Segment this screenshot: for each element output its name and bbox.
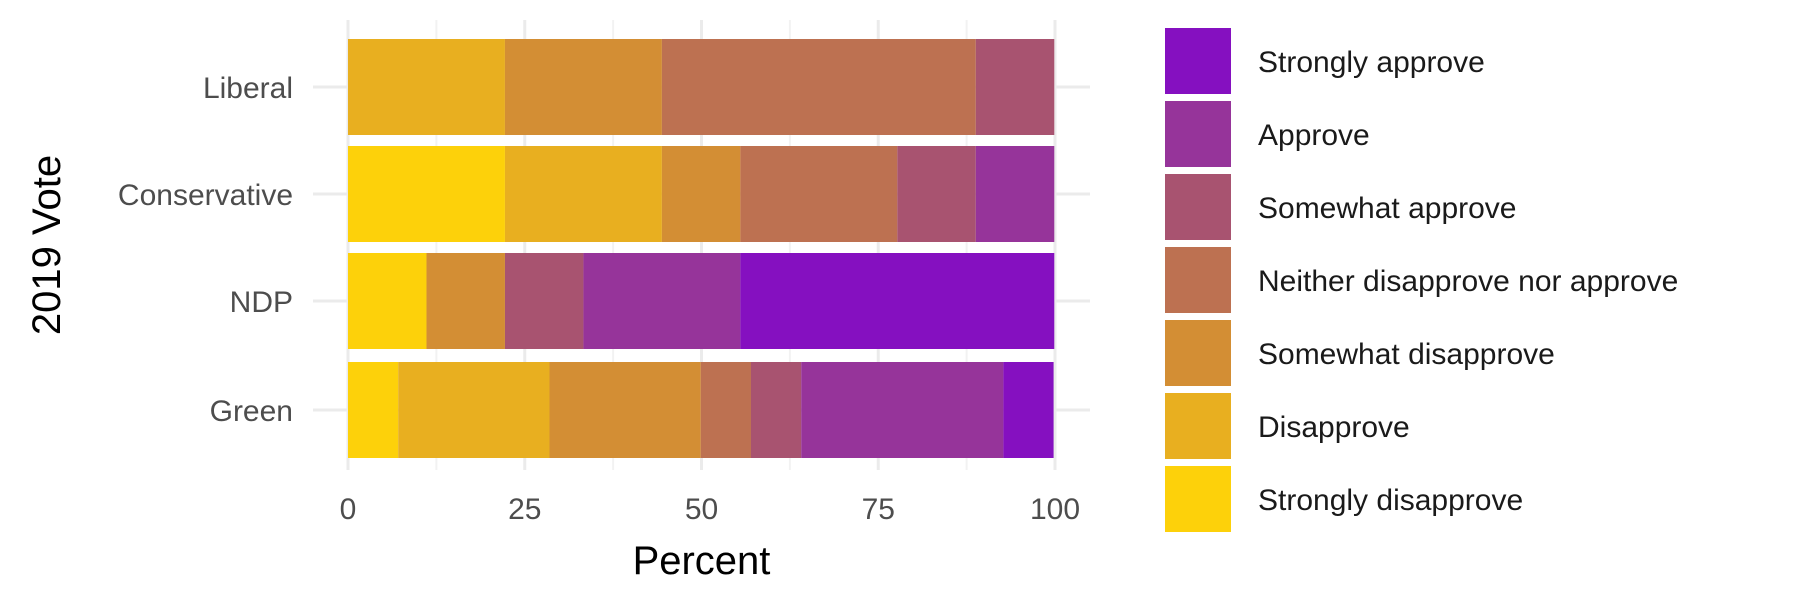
bar-segment [583,253,740,349]
legend-key [1165,393,1231,459]
bar-segment [505,39,662,135]
y-tick-label: Liberal [203,72,293,105]
bar-segment [976,39,1054,135]
bar-segment [740,253,1054,349]
x-tick-labels: 0 25 50 75 100 [340,493,1080,526]
legend-key [1165,28,1231,94]
bar-segment [976,146,1054,242]
x-tick-label: 100 [1030,493,1080,526]
legend-key [1165,247,1231,313]
legend-label: Approve [1258,119,1370,152]
bar-segment [801,362,1003,458]
legend-label: Disapprove [1258,411,1410,444]
bar-segment [662,39,976,135]
bar-segment [426,253,504,349]
bar-segment [348,362,398,458]
legend-label: Somewhat approve [1258,192,1517,225]
x-tick-label: 0 [340,493,357,526]
bar-segment [348,146,505,242]
bar-segment [701,362,751,458]
bar-segment [348,39,505,135]
y-tick-labels: Liberal Conservative NDP Green [118,72,293,428]
x-tick-label: 50 [685,493,718,526]
legend-key [1165,466,1231,532]
bar-segment [348,253,426,349]
legend-key [1165,101,1231,167]
bar-segment [897,146,975,242]
bar-segment [740,146,897,242]
legend-label: Strongly approve [1258,46,1485,79]
bar-segment [1003,362,1053,458]
legend-key [1165,174,1231,240]
bar-segment [505,253,583,349]
bar-segment [662,146,740,242]
x-axis-title: Percent [633,539,771,583]
bar-segment [505,146,662,242]
legend: Strongly approve Approve Somewhat approve N… [1165,28,1678,532]
x-tick-label: 25 [508,493,541,526]
bar-segment [549,362,700,458]
y-axis-title: 2019 Vote [25,155,69,335]
legend-label: Somewhat disapprove [1258,338,1555,371]
y-tick-label: Conservative [118,179,293,212]
y-tick-label: Green [210,395,293,428]
bar-segment [751,362,801,458]
y-tick-label: NDP [230,286,293,319]
legend-label: Neither disapprove nor approve [1258,265,1678,298]
x-tick-label: 75 [862,493,895,526]
legend-key [1165,320,1231,386]
legend-label: Strongly disapprove [1258,484,1523,517]
bar-segment [398,362,549,458]
